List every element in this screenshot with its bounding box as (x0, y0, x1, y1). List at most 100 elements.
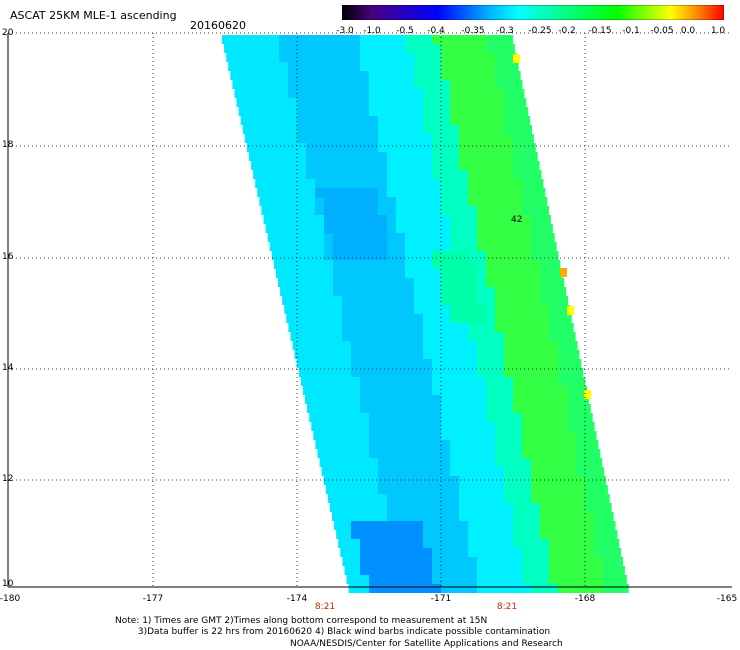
wind-cell (576, 503, 585, 512)
wind-cell (432, 368, 441, 377)
wind-cell (549, 395, 558, 404)
wind-cell (252, 161, 261, 170)
wind-cell (414, 314, 423, 323)
wind-cell (495, 476, 504, 485)
wind-cell (342, 53, 351, 62)
wind-cell (468, 350, 477, 359)
wind-cell (423, 161, 432, 170)
wind-cell (531, 224, 540, 233)
wind-cell (288, 71, 297, 80)
wind-cell (230, 71, 234, 80)
wind-cell (405, 179, 414, 188)
wind-cell (558, 395, 567, 404)
wind-cell (522, 422, 531, 431)
wind-cell (378, 260, 387, 269)
wind-cell (315, 161, 324, 170)
wind-cell (297, 107, 306, 116)
wind-cell (360, 494, 369, 503)
wind-cell (387, 215, 396, 224)
wind-cell (504, 224, 513, 233)
wind-cell (522, 296, 531, 305)
wind-cell (441, 71, 450, 80)
wind-cell (459, 530, 468, 539)
wind-cell (549, 287, 558, 296)
wind-cell (504, 107, 513, 116)
wind-cell (486, 431, 495, 440)
wind-cell (351, 467, 360, 476)
wind-cell (477, 314, 486, 323)
wind-cell (486, 35, 495, 44)
wind-cell (369, 323, 378, 332)
wind-cell (369, 386, 378, 395)
wind-cell (450, 566, 459, 575)
wind-cell (495, 251, 504, 260)
wind-cell (423, 350, 432, 359)
wind-cell (270, 152, 279, 161)
wind-cell (495, 350, 504, 359)
wind-cell (486, 557, 495, 566)
wind-cell (450, 512, 459, 521)
wind-cell (504, 62, 513, 71)
wind-cell (540, 197, 548, 206)
wind-cell (522, 323, 531, 332)
wind-cell (495, 503, 504, 512)
wind-cell (441, 269, 450, 278)
wind-cell (405, 143, 414, 152)
wind-cell (477, 521, 486, 530)
wind-cell (324, 305, 333, 314)
wind-cell (342, 476, 351, 485)
wind-cell (522, 287, 531, 296)
wind-cell (531, 134, 534, 143)
wind-cell (243, 53, 252, 62)
wind-cell (414, 260, 423, 269)
wind-cell (603, 539, 612, 548)
wind-cell (504, 566, 513, 575)
wind-cell (567, 458, 576, 467)
wind-cell (396, 206, 405, 215)
wind-cell (513, 386, 522, 395)
wind-cell (288, 107, 297, 116)
wind-cell (468, 494, 477, 503)
wind-cell (267, 233, 270, 242)
wind-cell (342, 89, 351, 98)
wind-cell (387, 503, 396, 512)
wind-cell (378, 125, 387, 134)
wind-cell (468, 521, 477, 530)
wind-cell (270, 107, 279, 116)
wind-cell (450, 539, 459, 548)
wind-cell (313, 431, 315, 440)
wind-cell (540, 314, 549, 323)
wind-cell (513, 485, 522, 494)
wind-cell (459, 233, 468, 242)
wind-cell (486, 449, 495, 458)
wind-cell (396, 278, 405, 287)
wind-cell (504, 233, 513, 242)
wind-cell (387, 143, 396, 152)
wind-cell (504, 260, 513, 269)
wind-cell (414, 323, 423, 332)
wind-cell (459, 170, 468, 179)
wind-cell (585, 521, 594, 530)
wind-cell (504, 197, 513, 206)
wind-cell (378, 440, 387, 449)
wind-cell (585, 539, 594, 548)
wind-cell (504, 377, 513, 386)
wind-cell (513, 494, 522, 503)
wind-cell (351, 125, 360, 134)
wind-cell (261, 125, 270, 134)
wind-cell (441, 251, 450, 260)
wind-cell (396, 377, 405, 386)
wind-cell (459, 80, 468, 89)
wind-cell (342, 287, 351, 296)
wind-cell (432, 125, 441, 134)
wind-cell (333, 44, 342, 53)
wind-cell (360, 233, 369, 242)
wind-cell (603, 494, 610, 503)
wind-cell (540, 512, 549, 521)
wind-cell (423, 296, 432, 305)
wind-cell (540, 440, 549, 449)
wind-cell (576, 557, 585, 566)
wind-cell (567, 368, 576, 377)
wind-cell (346, 575, 351, 584)
wind-cell (432, 530, 441, 539)
